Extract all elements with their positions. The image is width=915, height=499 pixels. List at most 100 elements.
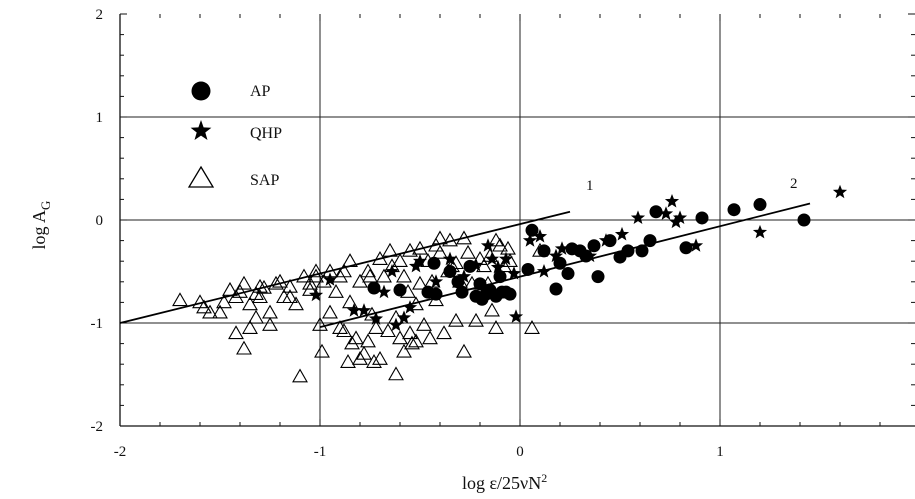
- ap-point: [797, 213, 811, 227]
- sap-point: [268, 275, 284, 290]
- sap-point: [448, 312, 464, 327]
- sap-point: [242, 296, 258, 311]
- sap-point: [272, 273, 288, 288]
- sap-point: [342, 253, 358, 267]
- sap-point: [380, 323, 396, 338]
- qhp-point: [376, 284, 392, 299]
- qhp-point: [368, 311, 384, 325]
- sap-point: [412, 275, 428, 290]
- sap-point: [432, 244, 448, 259]
- ap-point: [591, 270, 605, 284]
- sap-point: [456, 230, 472, 245]
- sap-point: [388, 309, 404, 324]
- qhp-point: [548, 248, 564, 263]
- ap-point: [649, 205, 663, 219]
- ap-point: [587, 239, 601, 253]
- legend-ap-marker: [191, 81, 211, 101]
- sap-point: [422, 330, 438, 345]
- qhp-point: [536, 264, 552, 278]
- legend: AP QHP SAP: [187, 81, 282, 189]
- sap-point: [488, 320, 504, 334]
- sap-point: [384, 258, 400, 273]
- x-tick-label: -1: [314, 444, 327, 460]
- y-tick-labels: -2 -1 0 1 2: [91, 7, 104, 435]
- sap-point: [288, 296, 304, 311]
- sap-point: [216, 294, 232, 309]
- legend-qhp-label: QHP: [250, 125, 282, 142]
- sap-point: [436, 325, 452, 340]
- qhp-point: [346, 303, 362, 317]
- sap-point: [236, 275, 252, 290]
- legend-ap-label: AP: [250, 83, 271, 100]
- sap-point: [456, 343, 472, 358]
- sap-point: [362, 268, 378, 283]
- ap-point: [727, 203, 741, 217]
- qhp-point: [402, 300, 418, 314]
- sap-point: [228, 289, 244, 304]
- ap-point: [493, 270, 507, 284]
- sap-point: [404, 335, 420, 350]
- qhp-point: [672, 210, 688, 224]
- x-tick-label: 0: [516, 444, 524, 460]
- qhp-point: [598, 233, 614, 247]
- qhp-point: [832, 184, 848, 199]
- qhp-point: [630, 210, 646, 224]
- sap-point: [484, 302, 500, 317]
- sap-point: [344, 335, 360, 350]
- sap-point: [252, 289, 268, 304]
- sap-point: [396, 343, 412, 358]
- sap-point: [316, 273, 332, 288]
- qhp-point: [484, 251, 500, 266]
- sap-point: [428, 292, 444, 307]
- ap-point: [753, 198, 767, 212]
- qhp-point: [508, 309, 524, 323]
- y-axis-title-main: log A: [29, 210, 49, 250]
- qhp-point: [356, 303, 372, 317]
- ap-point: [635, 244, 649, 258]
- qhp-point: [658, 206, 674, 220]
- qhp-point: [522, 233, 538, 247]
- sap-point: [228, 325, 244, 340]
- sap-point: [376, 268, 392, 283]
- sap-point: [440, 263, 456, 278]
- sap-point: [372, 251, 388, 265]
- qhp-point: [442, 251, 458, 266]
- x-axis-title: log ε/25νN2: [462, 471, 547, 493]
- sap-point: [364, 306, 380, 321]
- sap-point: [476, 258, 492, 273]
- sap-point: [468, 312, 484, 327]
- qhp-point: [668, 214, 684, 229]
- ap-point: [549, 282, 563, 296]
- sap-point: [444, 258, 460, 273]
- sap-point: [340, 354, 356, 368]
- sap-point: [248, 286, 264, 300]
- qhp-point: [506, 266, 522, 280]
- sap-point: [396, 268, 412, 283]
- ap-point: [525, 223, 539, 237]
- y-axis-title: log AG: [29, 201, 53, 250]
- sap-point: [480, 275, 496, 290]
- x-tick-label: 1: [716, 444, 724, 460]
- sap-point: [252, 278, 268, 293]
- sap-point: [400, 283, 416, 298]
- sap-point: [408, 296, 424, 311]
- qhp-point: [554, 241, 570, 255]
- qhp-point: [384, 264, 400, 278]
- x-tick-labels: -2 -1 0 1: [114, 444, 724, 460]
- sap-point: [196, 299, 212, 314]
- qhp-point: [498, 251, 514, 266]
- qhp-point: [480, 238, 496, 252]
- qhp-point: [408, 258, 424, 273]
- sap-point: [332, 320, 348, 334]
- y-tick-label: 1: [96, 110, 104, 126]
- sap-point: [500, 240, 516, 255]
- sap-point: [222, 281, 238, 296]
- sap-point: [302, 281, 318, 296]
- sap-point: [328, 283, 344, 298]
- sap-point: [308, 268, 324, 283]
- qhp-point: [456, 269, 472, 283]
- sap-point: [460, 244, 476, 259]
- sap-point: [314, 343, 330, 358]
